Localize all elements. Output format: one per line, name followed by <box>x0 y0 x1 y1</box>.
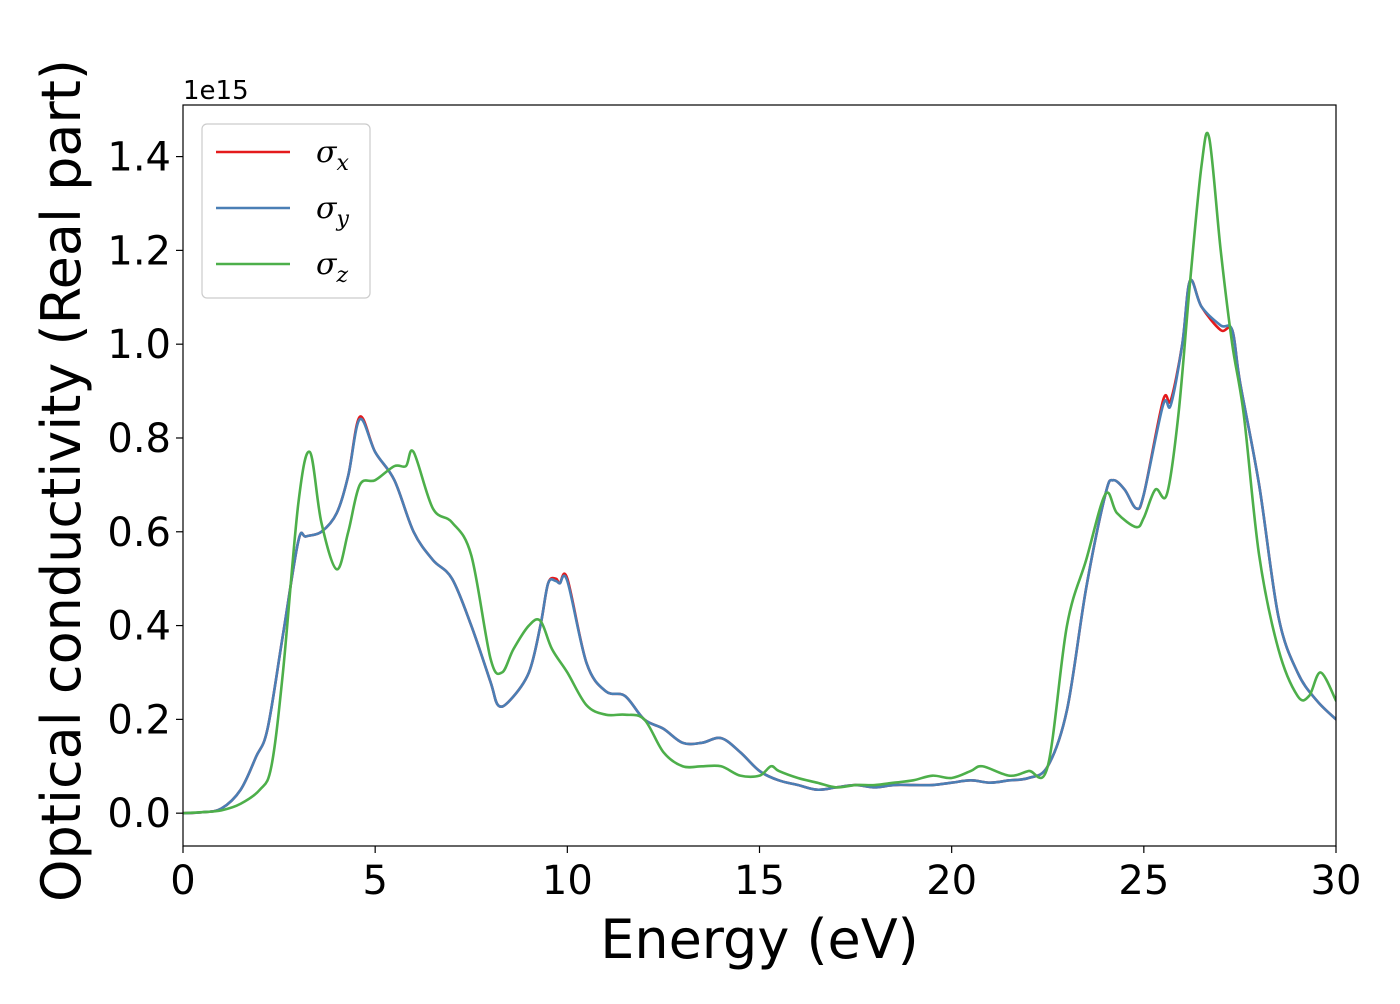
y-axis-title: Optical conductivity (Real part) <box>30 59 93 902</box>
x-axis-ticks: 0 5 10 15 20 25 30 <box>170 846 1361 904</box>
y-tick-label: 0.4 <box>107 604 171 650</box>
y-axis-offset-label: 1e15 <box>183 76 249 106</box>
x-tick-label: 15 <box>734 858 785 904</box>
legend-label-base: σ <box>316 247 338 282</box>
series-line-z <box>183 131 1336 815</box>
y-tick-label: 1.0 <box>107 322 171 368</box>
legend-box <box>201 123 371 299</box>
x-tick-label: 30 <box>1311 858 1362 904</box>
series-layer <box>183 131 1336 815</box>
legend-label-y: σy <box>316 191 349 232</box>
x-tick-label: 10 <box>542 858 593 904</box>
legend-label-subscript: z <box>335 263 348 288</box>
x-tick-label: 25 <box>1118 858 1169 904</box>
x-axis-title: Energy (eV) <box>600 908 919 971</box>
legend-label-z: σz <box>316 247 348 288</box>
x-tick-label: 20 <box>926 858 977 904</box>
y-tick-label: 0.2 <box>107 697 171 743</box>
y-axis-ticks: 0.0 0.2 0.4 0.6 0.8 1.0 1.2 1.4 <box>107 135 183 837</box>
legend-label-subscript: x <box>336 151 349 176</box>
y-tick-label: 0.0 <box>107 791 171 837</box>
x-tick-label: 5 <box>362 858 387 904</box>
y-tick-label: 0.8 <box>107 416 171 462</box>
legend-label-subscript: y <box>335 207 349 232</box>
y-tick-label: 1.2 <box>107 228 171 274</box>
legend-label-base: σ <box>316 135 338 170</box>
y-tick-label: 0.6 <box>107 510 171 556</box>
y-tick-label: 1.4 <box>107 135 171 181</box>
x-tick-label: 0 <box>170 858 195 904</box>
series-line-y <box>183 278 1336 815</box>
legend-label-base: σ <box>316 191 338 226</box>
legend-label-x: σx <box>316 135 349 176</box>
